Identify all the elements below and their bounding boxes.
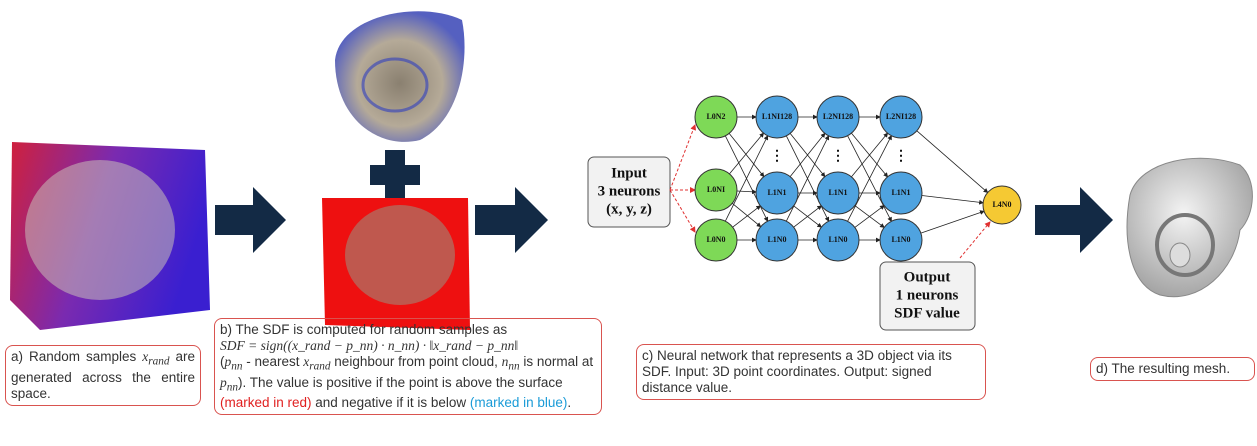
caption-text: - nearest: [243, 354, 304, 369]
formula: SDF = sign((x_rand − p_nn) · n_nn) · ‖x_…: [220, 338, 596, 354]
neuron-label: L1N1: [767, 188, 786, 197]
output-neuron-label: L4N0: [992, 200, 1011, 209]
caption-text: c) Neural network that represents a 3D o…: [642, 348, 952, 395]
math-var: p: [220, 375, 227, 390]
neuron-label: L1NI128: [762, 112, 792, 121]
neuron-label: L1N1: [891, 188, 910, 197]
math-sub: nn: [231, 361, 242, 373]
neuron-label: L0NI: [707, 185, 725, 194]
neuron-label: L1N0: [828, 235, 847, 244]
math-sub: rand: [309, 361, 330, 373]
output-arrow: [960, 222, 990, 258]
output-label: SDF value: [894, 305, 960, 321]
caption-text: d) The resulting mesh.: [1096, 361, 1230, 376]
edge: [732, 203, 761, 226]
math-sub: rand: [148, 356, 169, 368]
caption-b: b) The SDF is computed for random sample…: [214, 318, 602, 415]
caption-text: and negative if it is below: [312, 395, 470, 410]
neuron-label: L2NI128: [886, 112, 916, 121]
caption-text: neighbour from point cloud,: [331, 354, 502, 369]
caption-d: d) The resulting mesh.: [1090, 357, 1255, 381]
input-label: 3 neurons: [598, 183, 661, 199]
edge: [917, 131, 988, 193]
neuron-label: L1N0: [891, 235, 910, 244]
surface-overlay: [345, 205, 455, 305]
edge: [729, 133, 763, 174]
caption-text: .: [567, 395, 571, 410]
neuron-label: L1N1: [828, 188, 847, 197]
caption-text: is normal at: [520, 354, 594, 369]
caption-text: ). The value is positive if the point is…: [238, 375, 563, 390]
network: Input 3 neurons (x, y, z) Output 1 neurons SD…: [588, 96, 1021, 330]
point-cloud-shell: [335, 11, 465, 142]
ellipsis: ⋮: [831, 149, 845, 164]
caption-text: b) The SDF is computed for random sample…: [220, 322, 507, 337]
arrow: [1035, 187, 1113, 253]
input-arrow: [670, 125, 695, 190]
neuron-label: L1N0: [767, 235, 786, 244]
caption-text: (marked in red): [220, 395, 312, 410]
arrow: [475, 187, 548, 253]
ellipsis: ⋮: [894, 149, 908, 164]
edge: [921, 211, 984, 233]
edge: [733, 206, 761, 227]
input-label: (x, y, z): [606, 201, 652, 217]
plus-sign: [370, 150, 420, 200]
caption-a: a) Random samples xrand are generated ac…: [5, 345, 201, 406]
caption-c: c) Neural network that represents a 3D o…: [636, 344, 986, 400]
surface-shadow: [25, 160, 175, 300]
edge: [729, 133, 764, 176]
arrow: [215, 187, 286, 253]
mesh-center: [1170, 243, 1190, 267]
ellipsis: ⋮: [770, 149, 784, 164]
caption-text: a) Random samples: [11, 349, 142, 364]
output-label: 1 neurons: [896, 287, 959, 303]
neuron-label: L0N2: [706, 112, 725, 121]
input-arrow: [670, 190, 695, 232]
neuron-label: L0N0: [706, 235, 725, 244]
math-sub: nn: [227, 381, 238, 393]
input-label: Input: [611, 165, 647, 181]
math-sub: nn: [508, 361, 519, 373]
output-label: Output: [904, 269, 951, 285]
caption-text: (marked in blue): [470, 395, 568, 410]
page: {"captions": { "a": [{"t": "a) Random sa…: [0, 0, 1257, 446]
neuron-label: L2NI128: [823, 112, 853, 121]
edge: [922, 195, 983, 202]
